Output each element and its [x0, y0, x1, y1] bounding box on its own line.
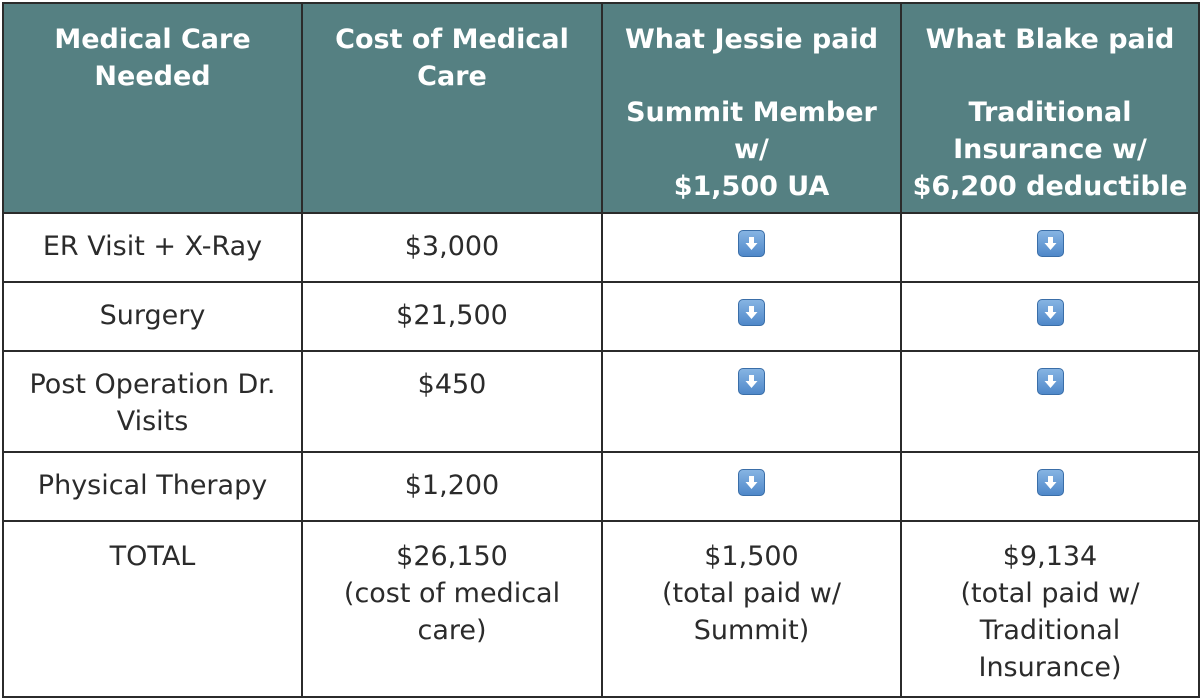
- total-jessie-cell: $1,500 (total paid w/ Summit): [601, 520, 902, 698]
- total-row: TOTAL $26,150 (cost of medical care) $1,…: [2, 520, 1200, 698]
- down-arrow-icon: [738, 469, 765, 496]
- cost-cell: $450: [301, 350, 603, 453]
- total-label: TOTAL: [109, 541, 196, 572]
- header-subtitle: $1,500 UA: [673, 171, 830, 202]
- total-cost-note: care): [417, 615, 487, 646]
- total-label-cell: TOTAL: [2, 520, 303, 698]
- care-cell: Physical Therapy: [2, 451, 303, 522]
- blake-cell: [900, 212, 1200, 283]
- header-what-blake-paid: What Blake paid Traditional Insurance w/…: [900, 2, 1200, 214]
- cost-value: $1,200: [404, 470, 500, 501]
- table-row: ER Visit + X-Ray $3,000: [2, 212, 1200, 283]
- header-text: Care: [417, 61, 487, 92]
- cost-cell: $3,000: [301, 212, 603, 283]
- header-title: What Blake paid: [925, 24, 1175, 55]
- table-row: Surgery $21,500: [2, 281, 1200, 352]
- down-arrow-icon: [1036, 230, 1064, 257]
- care-label: ER Visit + X-Ray: [42, 231, 263, 262]
- cost-cell: $21,500: [301, 281, 603, 352]
- cost-value: $3,000: [404, 231, 500, 262]
- total-blake-cell: $9,134 (total paid w/ Traditional Insura…: [900, 520, 1200, 698]
- care-cell: ER Visit + X-Ray: [2, 212, 303, 283]
- total-jessie-value: $1,500: [704, 541, 799, 572]
- down-arrow-icon: [1036, 368, 1064, 395]
- cost-value: $21,500: [396, 300, 508, 331]
- header-subtitle: Summit Member w/: [626, 97, 877, 165]
- care-label: Physical Therapy: [37, 470, 268, 501]
- care-label: Post Operation Dr.: [29, 369, 276, 400]
- cost-cell: $1,200: [301, 451, 603, 522]
- down-arrow-icon: [1036, 469, 1064, 496]
- care-label: Visits: [116, 406, 189, 437]
- care-label: Surgery: [99, 300, 206, 331]
- care-cell: Surgery: [2, 281, 303, 352]
- header-subtitle: Insurance w/: [953, 134, 1147, 165]
- header-row: Medical Care Needed Cost of Medical Care…: [2, 2, 1200, 214]
- cost-value: $450: [417, 369, 487, 400]
- header-what-jessie-paid: What Jessie paid Summit Member w/ $1,500…: [601, 2, 902, 214]
- down-arrow-icon: [738, 368, 765, 395]
- table-row: Physical Therapy $1,200: [2, 451, 1200, 522]
- table-row: Post Operation Dr. Visits $450: [2, 350, 1200, 453]
- total-blake-value: $9,134: [1002, 541, 1098, 572]
- header-text: Medical Care: [54, 24, 251, 55]
- total-blake-note: Insurance): [978, 652, 1122, 683]
- blake-cell: [900, 281, 1200, 352]
- header-subtitle: $6,200 deductible: [912, 171, 1188, 202]
- care-cell: Post Operation Dr. Visits: [2, 350, 303, 453]
- jessie-cell: [601, 212, 902, 283]
- total-jessie-note: Summit): [693, 615, 810, 646]
- down-arrow-icon: [1036, 299, 1064, 326]
- total-blake-note: Traditional: [979, 615, 1121, 646]
- header-title: What Jessie paid: [624, 24, 879, 55]
- blake-cell: [900, 451, 1200, 522]
- header-medical-care-needed: Medical Care Needed: [2, 2, 303, 214]
- jessie-cell: [601, 451, 902, 522]
- total-cost-note: (cost of medical: [343, 578, 561, 609]
- down-arrow-icon: [738, 299, 765, 326]
- total-cost-cell: $26,150 (cost of medical care): [301, 520, 603, 698]
- total-cost-value: $26,150: [396, 541, 508, 572]
- header-cost-of-medical-care: Cost of Medical Care: [301, 2, 603, 214]
- header-subtitle: Traditional: [968, 97, 1132, 128]
- blake-cell: [900, 350, 1200, 453]
- total-jessie-note: (total paid w/: [662, 578, 841, 609]
- header-text: Cost of Medical: [335, 24, 569, 55]
- header-text: Needed: [94, 61, 211, 92]
- jessie-cell: [601, 350, 902, 453]
- jessie-cell: [601, 281, 902, 352]
- total-blake-note: (total paid w/: [960, 578, 1140, 609]
- down-arrow-icon: [738, 230, 765, 257]
